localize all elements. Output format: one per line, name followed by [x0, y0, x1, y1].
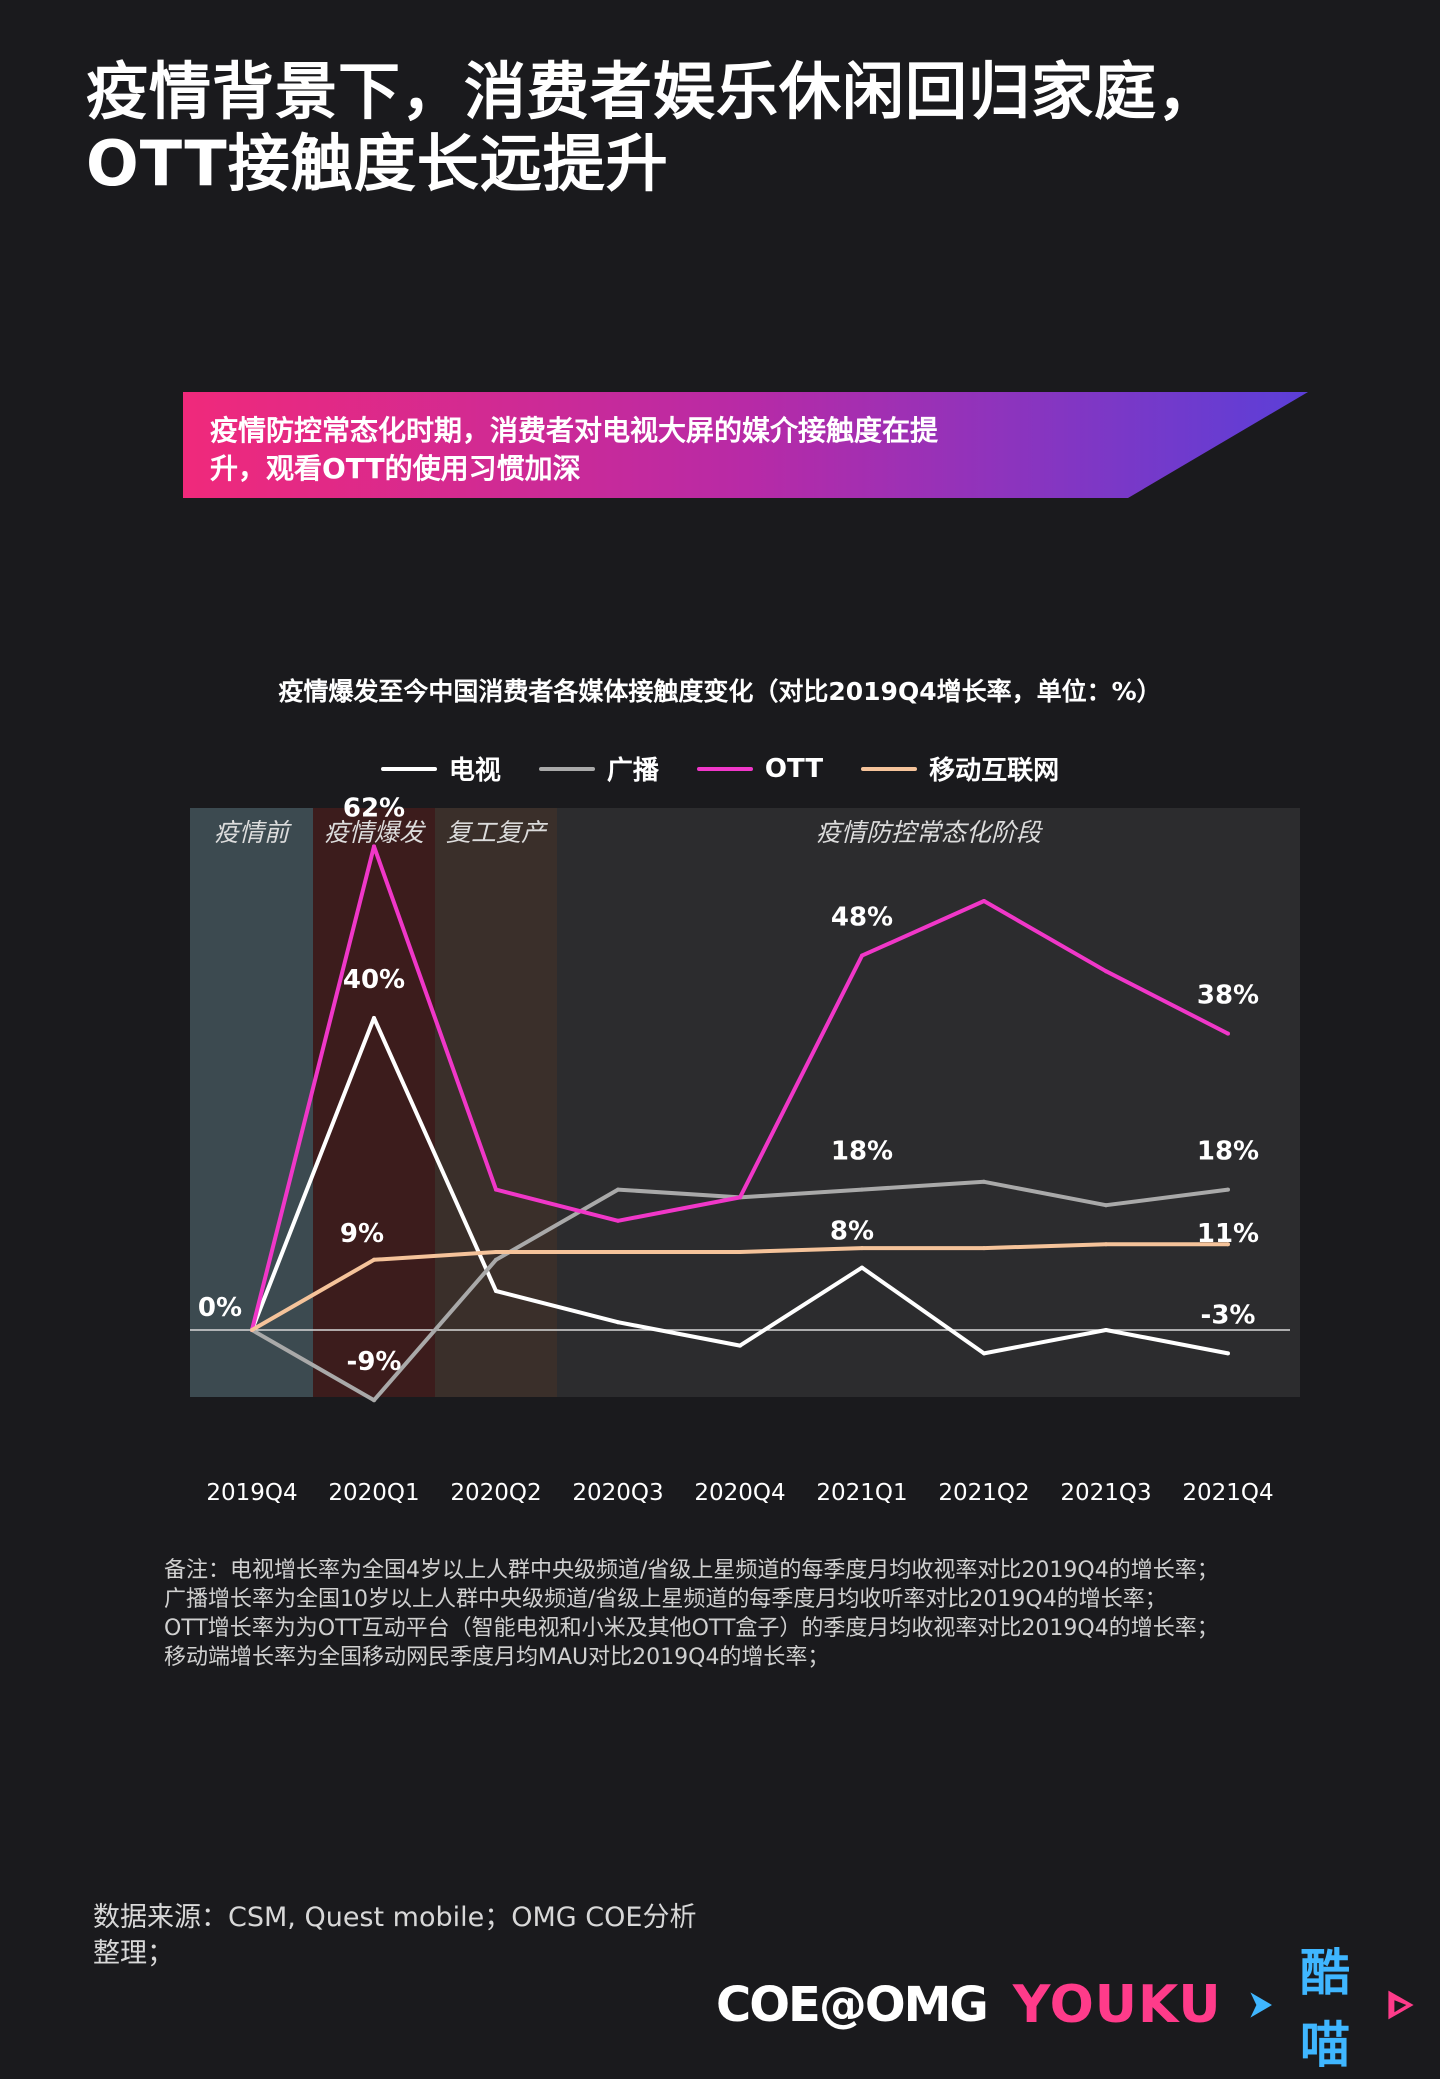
data-label-0: 0% — [198, 1293, 242, 1323]
series-point-0-8 — [1226, 1351, 1230, 1356]
series-point-3-6 — [982, 1246, 986, 1251]
legend-swatch-2 — [696, 766, 753, 771]
series-point-0-7 — [1104, 1328, 1108, 1332]
series-point-2-3 — [616, 1218, 620, 1223]
phase-label-0: 疫情前 — [214, 818, 292, 847]
series-point-2-6 — [982, 899, 986, 903]
legend-item-2: OTT — [696, 750, 824, 787]
title-line-1: 疫情背景下，消费者娱乐休闲回归家庭， — [86, 55, 1221, 128]
data-label-10: 11% — [1197, 1219, 1259, 1249]
legend-label-3: 移动互联网 — [929, 756, 1060, 786]
youku-play-icon — [1250, 1992, 1272, 2018]
note-ott: OTT增长率为为OTT互动平台（智能电视和小米及其他OTT盒子）的季度月均收视率… — [164, 1616, 1219, 1641]
kumiao-play-icon — [1388, 1990, 1414, 2020]
phase-label-1: 疫情爆发 — [324, 818, 427, 847]
legend-label-2: OTT — [764, 753, 824, 784]
data-label-5: 48% — [831, 903, 893, 933]
data-label-4: -9% — [347, 1347, 402, 1377]
series-point-3-7 — [1104, 1242, 1108, 1247]
series-point-1-8 — [1226, 1187, 1230, 1192]
title-line-2: OTT接触度长远提升 — [86, 127, 669, 200]
phase-panel-1 — [313, 808, 435, 1397]
legend-item-3: 移动互联网 — [861, 750, 1059, 787]
series-point-1-7 — [1104, 1203, 1108, 1208]
series-point-3-8 — [1226, 1242, 1230, 1247]
legend-swatch-1 — [538, 766, 595, 771]
legend-swatch-3 — [861, 766, 918, 771]
note-mobile: 移动端增长率为全国移动网民季度月均MAU对比2019Q4的增长率； — [164, 1645, 830, 1670]
phase-panel-0 — [190, 808, 313, 1397]
x-tick-label-0: 2019Q4 — [206, 1480, 297, 1506]
kumiao-logo: 酷喵 — [1300, 1944, 1351, 2074]
series-point-0-2 — [494, 1289, 498, 1293]
data-label-8: 38% — [1197, 981, 1259, 1011]
legend-label-0: 电视 — [448, 756, 501, 786]
series-point-3-0 — [250, 1328, 254, 1332]
x-tick-label-2: 2020Q2 — [450, 1480, 541, 1506]
phase-label-2: 复工复产 — [446, 818, 549, 847]
x-tick-label-6: 2021Q2 — [938, 1480, 1029, 1506]
data-label-11: -3% — [1201, 1300, 1256, 1330]
data-label-7: 8% — [830, 1217, 874, 1247]
data-source: 数据来源：CSM, Quest mobile；OMG COE分析 整理； — [93, 1900, 713, 1972]
legend-item-0: 电视 — [380, 750, 501, 787]
series-point-3-1 — [372, 1257, 376, 1262]
series-point-1-5 — [860, 1187, 864, 1192]
series-point-1-2 — [494, 1257, 498, 1262]
x-tick-label-8: 2021Q4 — [1182, 1480, 1273, 1506]
legend-item-1: 广播 — [538, 750, 659, 787]
legend-label-1: 广播 — [606, 756, 659, 786]
coe-omg-logo: COE@OMG — [716, 1977, 989, 2033]
media-contact-line-chart: 疫情前 疫情爆发 复工复产 疫情防控常态化阶段 0% 62% 40% 9% -9% 48% 18% 8… — [190, 793, 1300, 1506]
series-point-2-1 — [372, 844, 376, 849]
banner-line-2: 升，观看OTT的使用习惯加深 — [210, 452, 581, 485]
series-point-3-5 — [860, 1246, 864, 1251]
x-tick-label-4: 2020Q4 — [694, 1480, 785, 1506]
legend-swatch-0 — [380, 766, 437, 771]
series-point-0-6 — [982, 1351, 986, 1356]
series-point-0-5 — [860, 1265, 864, 1270]
series-point-1-6 — [982, 1179, 986, 1184]
data-label-6: 18% — [831, 1137, 893, 1167]
series-point-1-1 — [372, 1398, 376, 1403]
phase-panel-2 — [435, 808, 557, 1397]
source-line-1: 数据来源：CSM, Quest mobile；OMG COE分析 — [93, 1902, 697, 1933]
series-point-2-5 — [860, 953, 864, 958]
page-title: 疫情背景下，消费者娱乐休闲回归家庭， OTT接触度长远提升 — [86, 56, 1386, 200]
series-point-2-7 — [1104, 969, 1108, 974]
series-point-1-3 — [616, 1187, 620, 1192]
x-tick-label-5: 2021Q1 — [816, 1480, 907, 1506]
series-point-3-4 — [738, 1250, 742, 1254]
banner-text: 疫情防控常态化时期，消费者对电视大屏的媒介接触度在提 升，观看OTT的使用习惯加… — [210, 412, 1090, 488]
series-point-0-3 — [616, 1320, 620, 1325]
data-label-3: 9% — [340, 1219, 384, 1249]
brand-logos: COE@OMG YOUKU 酷喵 — [716, 1944, 1416, 2074]
series-point-2-4 — [738, 1195, 742, 1200]
series-point-0-4 — [738, 1343, 742, 1348]
youku-logo: YOUKU — [1012, 1975, 1222, 2035]
chart-legend: 电视 广播 OTT 移动互联网 — [0, 750, 1440, 787]
highlight-banner: 疫情防控常态化时期，消费者对电视大屏的媒介接触度在提 升，观看OTT的使用习惯加… — [183, 392, 1308, 498]
note-tv: 备注：电视增长率为全国4岁以上人群中央级频道/省级上星频道的每季度月均收视率对比… — [164, 1558, 1219, 1583]
banner-line-1: 疫情防控常态化时期，消费者对电视大屏的媒介接触度在提 — [210, 414, 939, 447]
data-label-2: 40% — [343, 965, 405, 995]
series-point-3-3 — [616, 1250, 620, 1254]
x-tick-label-7: 2021Q3 — [1060, 1480, 1151, 1506]
series-point-0-1 — [372, 1016, 376, 1020]
phase-panel-3 — [557, 808, 1300, 1397]
data-label-1: 62% — [343, 793, 405, 823]
x-tick-label-3: 2020Q3 — [572, 1480, 663, 1506]
source-line-2: 整理； — [93, 1938, 174, 1969]
series-point-2-8 — [1226, 1031, 1230, 1036]
x-tick-label-1: 2020Q1 — [328, 1480, 419, 1506]
data-label-9: 18% — [1197, 1137, 1259, 1167]
chart-title: 疫情爆发至今中国消费者各媒体接触度变化（对比2019Q4增长率，单位：%） — [278, 677, 1162, 706]
note-radio: 广播增长率为全国10岁以上人群中央级频道/省级上星频道的每季度月均收听率对比20… — [164, 1587, 1167, 1612]
series-point-3-2 — [494, 1250, 498, 1254]
series-point-2-2 — [494, 1187, 498, 1192]
phase-label-3: 疫情防控常态化阶段 — [816, 818, 1043, 847]
chart-notes: 备注：电视增长率为全国4岁以上人群中央级频道/省级上星频道的每季度月均收视率对比… — [164, 1556, 1324, 1672]
